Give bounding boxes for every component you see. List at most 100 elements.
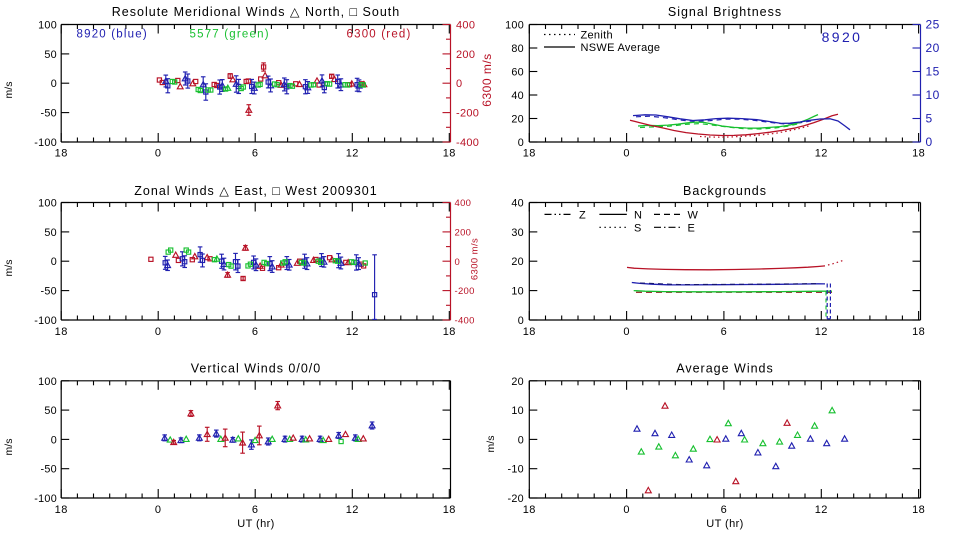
svg-text:Backgrounds: Backgrounds [683, 184, 767, 198]
svg-text:5: 5 [926, 112, 933, 126]
svg-text:W: W [688, 209, 699, 221]
svg-text:Zonal Winds △ East, □ West 200: Zonal Winds △ East, □ West 2009301 [134, 184, 377, 198]
svg-text:200: 200 [456, 49, 475, 61]
svg-text:m/s: m/s [485, 436, 497, 453]
svg-text:Signal Brightness: Signal Brightness [668, 5, 782, 19]
svg-text:0: 0 [518, 137, 524, 149]
svg-text:6: 6 [721, 504, 728, 516]
svg-text:0: 0 [456, 78, 462, 90]
svg-text:0: 0 [623, 504, 630, 516]
svg-text:12: 12 [346, 148, 359, 160]
svg-text:Average Winds: Average Winds [676, 362, 774, 376]
svg-text:0: 0 [155, 504, 162, 516]
svg-text:6300 m/s: 6300 m/s [480, 53, 494, 106]
svg-text:10: 10 [511, 286, 524, 298]
svg-text:12: 12 [346, 504, 359, 516]
svg-text:6300 m/s: 6300 m/s [470, 238, 481, 280]
svg-text:100: 100 [38, 20, 57, 32]
svg-text:UT (hr): UT (hr) [237, 518, 274, 530]
svg-text:50: 50 [44, 405, 57, 417]
svg-text:10: 10 [926, 88, 940, 102]
svg-text:25: 25 [926, 18, 940, 32]
svg-text:18: 18 [523, 504, 536, 516]
svg-text:18: 18 [55, 148, 68, 160]
svg-text:5577 (green): 5577 (green) [190, 29, 270, 41]
svg-text:6: 6 [252, 326, 259, 338]
svg-text:6: 6 [252, 148, 259, 160]
svg-text:40: 40 [511, 90, 524, 102]
svg-text:12: 12 [815, 504, 828, 516]
svg-text:UT (hr): UT (hr) [706, 518, 743, 530]
svg-text:Vertical Winds 0/0/0: Vertical Winds 0/0/0 [191, 362, 321, 376]
svg-text:400: 400 [456, 20, 475, 32]
svg-text:m/s: m/s [3, 439, 15, 456]
svg-text:400: 400 [455, 198, 472, 209]
svg-text:0: 0 [155, 148, 162, 160]
svg-text:12: 12 [815, 148, 828, 160]
svg-text:100: 100 [38, 376, 57, 388]
svg-text:m/s: m/s [3, 82, 15, 99]
svg-text:50: 50 [44, 49, 57, 61]
svg-text:18: 18 [55, 504, 68, 516]
svg-text:8920 (blue): 8920 (blue) [77, 29, 148, 41]
svg-text:20: 20 [926, 41, 940, 55]
svg-text:20: 20 [511, 376, 524, 388]
svg-text:-200: -200 [456, 108, 479, 120]
svg-text:30: 30 [511, 227, 524, 239]
svg-text:15: 15 [926, 65, 940, 79]
svg-text:20: 20 [511, 114, 524, 126]
svg-text:60: 60 [511, 67, 524, 79]
svg-text:Zenith: Zenith [581, 30, 613, 42]
svg-text:-50: -50 [40, 464, 57, 476]
svg-text:0: 0 [155, 326, 162, 338]
svg-text:200: 200 [455, 227, 472, 238]
svg-text:18: 18 [523, 148, 536, 160]
svg-text:40: 40 [511, 198, 524, 210]
svg-text:0: 0 [51, 256, 57, 268]
svg-text:80: 80 [511, 43, 524, 55]
svg-text:N: N [634, 209, 642, 221]
svg-text:18: 18 [55, 326, 68, 338]
svg-text:6: 6 [721, 148, 728, 160]
svg-text:12: 12 [346, 326, 359, 338]
svg-text:-400: -400 [455, 316, 475, 327]
svg-text:0: 0 [51, 78, 57, 90]
svg-text:-100: -100 [34, 315, 57, 327]
svg-text:50: 50 [44, 227, 57, 239]
svg-text:18: 18 [912, 504, 925, 516]
svg-text:18: 18 [443, 148, 456, 160]
svg-text:0: 0 [623, 326, 630, 338]
svg-text:-20: -20 [507, 493, 524, 505]
svg-text:18: 18 [912, 148, 925, 160]
svg-text:20: 20 [511, 256, 524, 268]
svg-text:6: 6 [252, 504, 259, 516]
svg-text:m/s: m/s [3, 260, 15, 277]
svg-text:-100: -100 [34, 493, 57, 505]
svg-text:NSWE Average: NSWE Average [581, 42, 661, 54]
svg-text:100: 100 [38, 198, 57, 210]
svg-text:0: 0 [623, 148, 630, 160]
svg-text:Z: Z [579, 209, 586, 221]
svg-text:18: 18 [523, 326, 536, 338]
svg-text:10: 10 [511, 405, 524, 417]
svg-text:6300 (red): 6300 (red) [347, 29, 412, 41]
svg-text:Resolute Meridional Winds △: Resolute Meridional Winds △ North, □ Sou… [112, 5, 400, 19]
svg-text:S: S [634, 222, 641, 234]
svg-text:0: 0 [51, 434, 57, 446]
svg-text:8920: 8920 [822, 29, 863, 45]
svg-text:-400: -400 [456, 137, 479, 149]
svg-text:-100: -100 [34, 137, 57, 149]
svg-text:18: 18 [443, 504, 456, 516]
svg-text:12: 12 [815, 326, 828, 338]
svg-text:0: 0 [518, 434, 524, 446]
svg-text:18: 18 [443, 326, 456, 338]
svg-text:0: 0 [926, 135, 933, 149]
svg-text:0: 0 [455, 257, 461, 268]
svg-text:-200: -200 [455, 286, 475, 297]
svg-text:E: E [688, 222, 695, 234]
svg-text:-50: -50 [40, 286, 57, 298]
svg-text:-10: -10 [507, 464, 524, 476]
svg-text:18: 18 [912, 326, 925, 338]
svg-text:0: 0 [518, 315, 524, 327]
svg-text:6: 6 [721, 326, 728, 338]
